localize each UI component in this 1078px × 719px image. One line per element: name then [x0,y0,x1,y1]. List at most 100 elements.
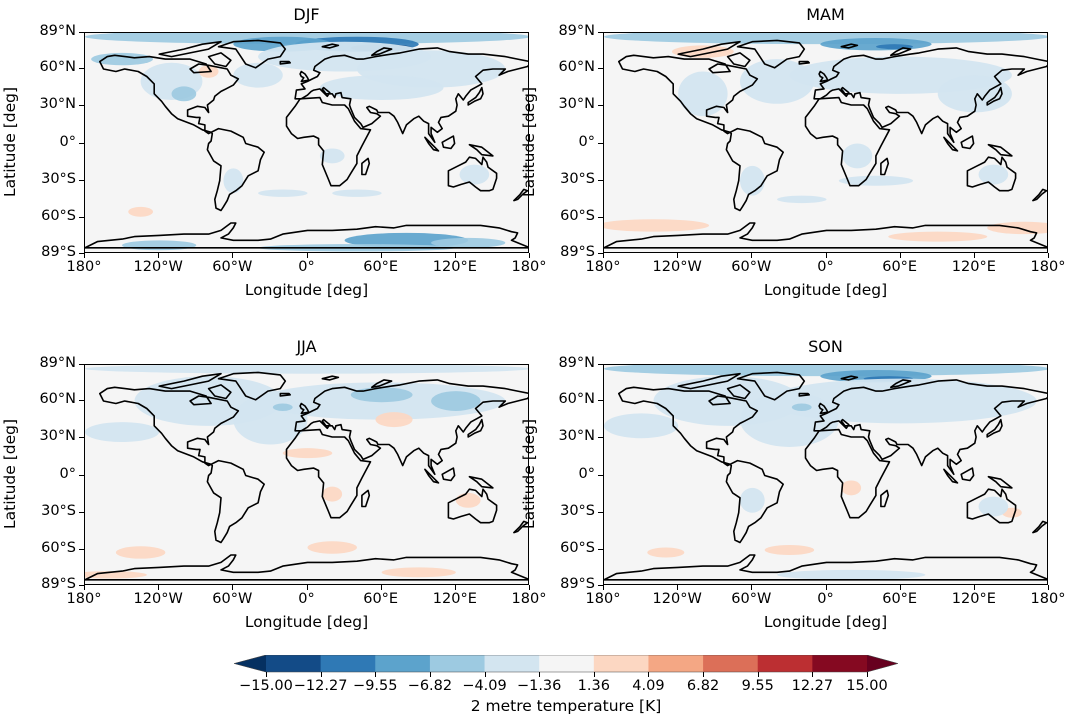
y-tick-label: 30°N [558,428,595,445]
y-tick-label: 60°N [39,391,76,407]
map-axes [84,32,529,253]
colorbar-tick-label: 6.82 [686,678,720,694]
y-axis-label: Latitude [deg] [520,86,538,197]
x-tick-label: 120°E [432,591,477,607]
x-axis-label: Longitude [deg] [244,281,369,299]
colorbar-tick-mark [703,672,705,677]
colorbar-tick-label: −4.09 [462,678,507,694]
y-tick-mark [598,474,603,476]
y-tick-mark [598,548,603,550]
x-tick-mark [899,253,901,258]
y-tick-mark [79,548,84,550]
y-tick-mark [598,142,603,144]
x-tick-mark [677,253,679,258]
x-tick-label: 0° [817,259,834,275]
y-axis-label: Latitude [deg] [520,418,538,529]
map-axes [84,364,529,585]
x-tick-label: 180° [511,591,547,607]
x-tick-label: 0° [298,591,315,607]
colorbar-tick-label: −12.27 [293,678,348,694]
x-tick-label: 180° [511,259,547,275]
y-tick-mark [598,68,603,69]
x-tick-label: 60°W [731,591,772,607]
x-tick-label: 180° [66,591,102,607]
colorbar-label: 2 metre temperature [K] [470,697,662,715]
y-tick-mark [79,105,84,107]
colorbar-tick-mark [593,672,595,677]
colorbar-tick-mark [429,672,431,677]
colorbar-tick-mark [648,672,650,677]
y-tick-label: 30°S [560,170,595,187]
x-tick-label: 120°W [133,259,183,275]
colorbar-tick-mark [757,672,759,677]
y-tick-mark [79,32,84,33]
x-tick-mark [232,585,234,590]
y-tick-label: 60°N [558,59,595,75]
x-axis-label: Longitude [deg] [244,613,369,631]
y-tick-mark [598,216,603,218]
temperature-field [85,365,528,581]
map-axes [603,364,1048,585]
x-tick-label: 180° [585,591,621,607]
x-tick-mark [1048,585,1049,590]
y-tick-label: 30°S [41,170,76,187]
y-tick-mark [79,437,84,439]
x-tick-mark [232,253,234,258]
colorbar-tick-label: −6.82 [407,678,453,694]
colorbar-tick-label: 1.36 [577,678,610,694]
panel-title: JJA [296,337,317,356]
y-tick-label: 30°N [39,96,76,113]
x-tick-mark [899,585,901,590]
panel-title: DJF [293,5,320,24]
panel-title: MAM [806,5,845,24]
x-tick-label: 120°E [432,259,477,275]
y-axis-label: Latitude [deg] [1,418,19,529]
y-tick-label: 60°S [41,539,76,556]
x-tick-mark [1048,253,1049,258]
y-tick-label: 0° [578,133,595,150]
y-tick-mark [79,400,84,401]
y-tick-mark [598,400,603,401]
colorbar-tick-label: 4.09 [632,678,665,694]
y-tick-mark [598,585,603,586]
y-tick-mark [598,437,603,439]
y-tick-mark [598,364,603,365]
x-tick-mark [380,585,382,590]
map-axes [603,32,1048,253]
x-tick-mark [825,253,827,258]
coastlines [604,371,1047,581]
x-tick-mark [603,585,604,590]
y-axis-label: Latitude [deg] [1,86,19,197]
coastlines [604,39,1047,249]
y-tick-mark [598,511,603,513]
x-tick-label: 180° [1030,259,1066,275]
x-tick-mark [306,253,308,258]
colorbar-tick-label: 9.55 [741,678,774,694]
y-tick-mark [79,585,84,586]
y-tick-label: 89°N [558,355,595,371]
x-tick-mark [973,253,975,258]
y-tick-mark [79,364,84,365]
y-tick-label: 89°S [560,244,595,260]
colorbar-tick-mark [320,672,322,677]
x-tick-label: 60°E [882,259,918,275]
x-tick-mark [751,253,753,258]
x-tick-mark [158,585,160,590]
y-tick-label: 89°S [41,576,76,592]
temperature-field [604,33,1047,249]
y-tick-label: 0° [59,465,76,482]
y-tick-label: 60°S [560,207,595,224]
colorbar-tick-mark [375,672,377,677]
x-tick-mark [454,585,456,590]
y-tick-mark [598,253,603,254]
y-tick-label: 30°N [39,428,76,445]
x-tick-label: 120°E [951,259,996,275]
colorbar-tick-mark [812,672,814,677]
y-tick-label: 60°S [560,539,595,556]
y-tick-label: 0° [578,465,595,482]
temperature-field [85,33,528,252]
x-tick-label: 60°E [363,591,399,607]
y-tick-label: 89°N [558,23,595,39]
x-tick-label: 120°W [652,259,702,275]
y-tick-label: 60°S [41,207,76,224]
